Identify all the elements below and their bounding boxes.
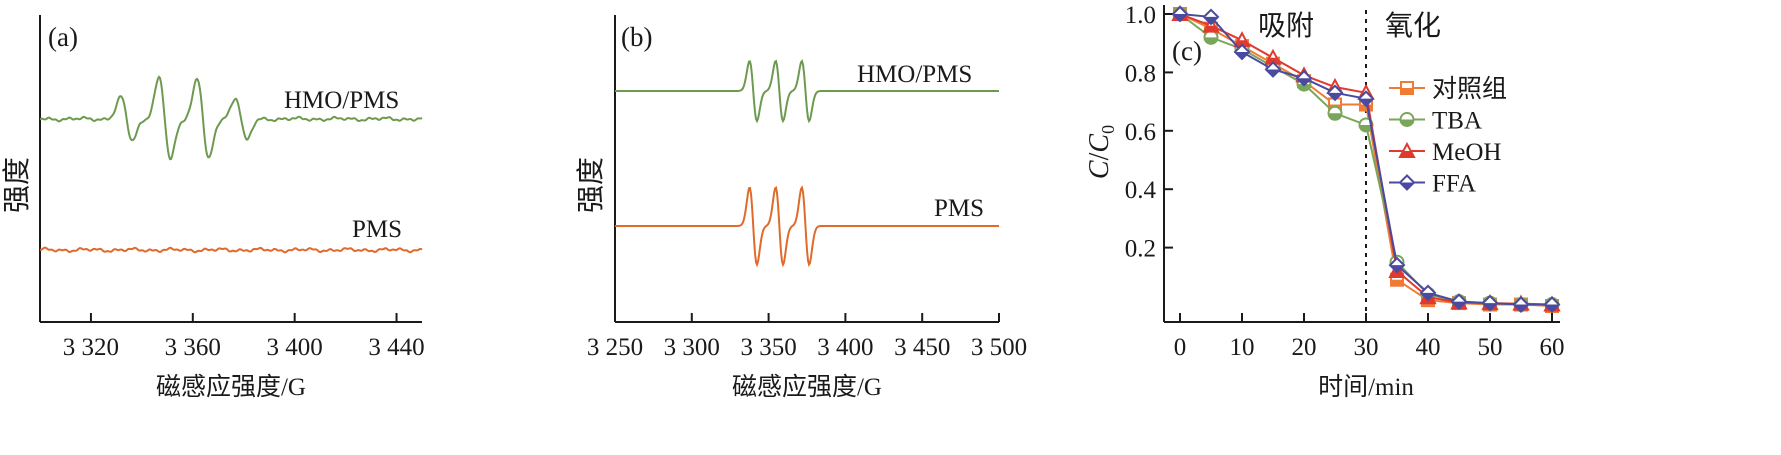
panel-c-point-ffa-fill [1359, 98, 1373, 106]
panel-b-xtick-label: 3 500 [971, 334, 1027, 361]
panel-a-series-pms-label: PMS [352, 216, 402, 243]
panel-b-xtick-label: 3 350 [740, 334, 796, 361]
panel-c-point-ffa-fill [1266, 69, 1280, 77]
panel-a-label: (a) [48, 22, 78, 52]
panel-c-point-ffa-fill [1204, 16, 1218, 24]
panel-a-xlabel: 磁感应强度/G [156, 373, 306, 401]
panel-c-annotation-oxidation: 氧化 [1385, 10, 1441, 42]
panel-c: (c) 吸附 氧化 时间/min C/C0 0 10 20 30 40 50 60 0.2 0.… [1084, 2, 1565, 401]
panel-c-xtick-label: 0 [1174, 334, 1187, 361]
panel-c-series [1171, 4, 1561, 313]
panel-c-ytick-label: 1.0 [1125, 2, 1156, 29]
panel-c-legend: 对照组 TBA MeOH FFA [1389, 75, 1507, 198]
panel-c-xtick-label: 30 [1354, 334, 1379, 361]
panel-a: (a) HMO/PMS PMS 磁感应强度/G 强度 3 320 3 360 3 4… [1, 15, 425, 401]
panel-c-xtick-label: 20 [1292, 334, 1317, 361]
legend-marker-meoh-fill [1400, 151, 1414, 157]
panel-c-ytick-label: 0.4 [1125, 177, 1157, 204]
panel-a-x-ticks: 3 320 3 360 3 400 3 440 [63, 313, 425, 361]
panel-a-ylabel: 强度 [1, 157, 33, 213]
panel-b-series-hmo-label: HMO/PMS [857, 61, 972, 88]
panel-b-curves [615, 59, 999, 268]
panel-c-point-ffa-fill [1545, 304, 1559, 312]
panel-c-xtick-label: 10 [1230, 334, 1255, 361]
panel-c-point-tba-fill [1205, 37, 1217, 44]
panel-c-point-ffa-fill [1235, 51, 1249, 59]
panel-c-xlabel: 时间/min [1318, 373, 1414, 401]
panel-c-point-tba-fill [1360, 124, 1372, 131]
panel-b-xtick-label: 3 250 [587, 334, 643, 361]
panel-b-curve-pms [615, 185, 999, 268]
legend-label-tba: TBA [1432, 108, 1482, 135]
panel-b-curve-hmo-pms [615, 59, 999, 124]
panel-c-annotation-adsorption: 吸附 [1258, 10, 1314, 42]
panel-c-ytick-label: 0.8 [1125, 60, 1156, 87]
panel-c-point-control-fill [1360, 104, 1372, 111]
legend-marker-control-fill [1401, 88, 1413, 94]
panel-c-xtick-label: 40 [1416, 334, 1441, 361]
panel-c-point-tba-fill [1329, 113, 1341, 120]
panel-a-curve-hmo-pms [39, 75, 423, 161]
legend-marker-ffa-fill [1400, 182, 1414, 190]
panel-c-point-ffa-fill [1297, 78, 1311, 86]
panel-c-point-ffa-fill [1421, 292, 1435, 300]
panel-c-xtick-label: 50 [1478, 334, 1503, 361]
legend-label-control: 对照组 [1432, 75, 1507, 103]
panel-c-point-meoh-fill [1266, 57, 1280, 64]
panel-b-xtick-label: 3 300 [664, 334, 720, 361]
panel-c-point-control-fill [1391, 279, 1403, 286]
panel-c-point-ffa-fill [1173, 14, 1187, 21]
panel-c-point-ffa-fill [1328, 92, 1342, 100]
panel-c-xtick-label: 60 [1540, 334, 1565, 361]
legend-label-ffa: FFA [1432, 171, 1476, 198]
panel-c-point-ffa-fill [1452, 301, 1466, 309]
panel-c-point-meoh-fill [1235, 40, 1249, 47]
legend-marker-tba-fill [1401, 119, 1413, 126]
panel-c-point-meoh-fill [1390, 270, 1404, 277]
panel-a-xtick-label: 3 320 [63, 334, 119, 361]
panel-c-point-ffa-fill [1514, 304, 1528, 312]
panel-c-label: (c) [1172, 36, 1202, 66]
legend-label-meoh: MeOH [1432, 139, 1501, 166]
panel-a-xtick-label: 3 400 [267, 334, 323, 361]
panel-b: (b) HMO/PMS PMS 磁感应强度/G 强度 3 250 3 300 3 3… [575, 15, 1027, 401]
panel-c-ytick-label: 0.6 [1125, 119, 1156, 146]
panel-a-xtick-label: 3 440 [368, 334, 424, 361]
panel-b-label: (b) [621, 22, 652, 52]
panel-b-x-ticks: 3 250 3 300 3 350 3 400 3 450 3 500 [587, 313, 1027, 361]
panel-b-series-pms-label: PMS [934, 195, 984, 222]
panel-c-point-tba-fill [1298, 84, 1310, 91]
panel-c-ytick-label: 0.2 [1125, 236, 1156, 263]
panel-c-point-meoh-fill [1204, 25, 1218, 32]
panel-c-point-ffa-fill [1390, 265, 1404, 273]
panel-b-xtick-label: 3 450 [894, 334, 950, 361]
panel-a-series-hmo-label: HMO/PMS [284, 87, 399, 114]
panel-c-point-ffa-fill [1483, 303, 1497, 311]
panel-c-ylabel: C/C0 [1084, 125, 1118, 179]
panel-a-curves [39, 75, 423, 254]
panel-b-ylabel: 强度 [575, 157, 607, 213]
panel-c-ticks: 0 10 20 30 40 50 60 0.2 0.4 0.6 0.8 1.0 [1125, 2, 1565, 361]
panel-b-xlabel: 磁感应强度/G [732, 373, 882, 401]
panel-b-xtick-label: 3 400 [817, 334, 873, 361]
panel-a-xtick-label: 3 360 [165, 334, 221, 361]
panel-a-curve-pms [39, 246, 423, 254]
